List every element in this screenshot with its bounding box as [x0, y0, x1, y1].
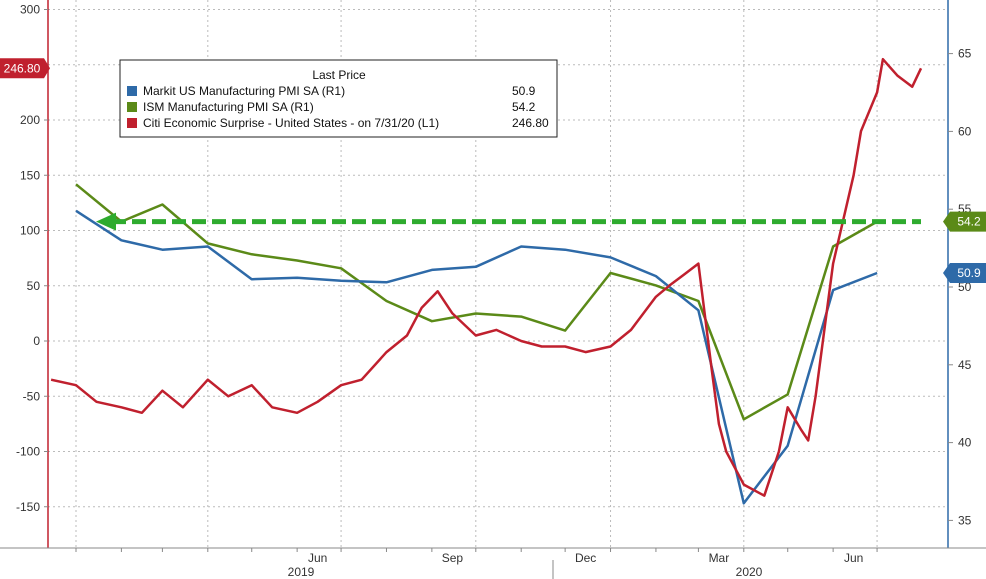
left-tick-label: -100	[16, 445, 40, 459]
badge-right-value: 50.9	[957, 266, 981, 280]
series-ism-pmi-line	[75, 183, 878, 421]
series-markit-pmi-line	[75, 209, 878, 505]
right-tick-label: 60	[958, 124, 972, 138]
left-tick-label: 50	[27, 279, 41, 293]
right-tick-label: 50	[958, 280, 972, 294]
annotation-layer	[96, 212, 921, 231]
legend-swatch	[127, 118, 137, 128]
badge-bg	[943, 211, 986, 232]
x-month-labels: Jun Sep Dec Mar Jun	[75, 548, 878, 565]
legend-value: 246.80	[512, 116, 549, 130]
right-tick-label: 35	[958, 513, 972, 527]
badge-right-value: 54.2	[957, 215, 981, 229]
x-month-label: Dec	[575, 551, 596, 565]
legend: Last Price Markit US Manufacturing PMI SA…	[119, 59, 558, 138]
series-layer	[50, 57, 923, 505]
legend-label: Citi Economic Surprise - United States -…	[143, 116, 439, 130]
series-citi-surprise-line	[50, 57, 923, 497]
left-tick-label: 300	[20, 3, 40, 17]
x-year-label: 2019	[288, 565, 315, 579]
badge-bg	[943, 262, 986, 283]
right-tick-label: 65	[958, 47, 972, 61]
x-month-label: Mar	[709, 551, 730, 565]
legend-swatch	[127, 102, 137, 112]
left-tick-label: 100	[20, 224, 40, 238]
legend-swatch	[127, 86, 137, 96]
legend-value: 54.2	[512, 100, 536, 114]
left-tick-label: -50	[23, 389, 41, 403]
badge-left-value: 246.80	[4, 61, 41, 75]
left-tick-label: 150	[20, 168, 40, 182]
x-month-label: Jun	[308, 551, 327, 565]
legend-value: 50.9	[512, 84, 536, 98]
legend-header: Last Price	[312, 68, 366, 82]
left-tick-label: -150	[16, 500, 40, 514]
legend-box	[119, 59, 558, 138]
legend-label: Markit US Manufacturing PMI SA (R1)	[143, 84, 345, 98]
x-month-label: Jun	[844, 551, 863, 565]
x-year-label: 2020	[736, 565, 763, 579]
x-month-label: Sep	[442, 551, 464, 565]
x-year-labels: 2019 2020	[288, 565, 763, 579]
left-axis-ticks: -150-100-50050100150200250300	[16, 3, 48, 514]
right-tick-label: 45	[958, 358, 972, 372]
value-badges: 246.80 54.2 50.9	[0, 58, 986, 283]
right-tick-label: 40	[958, 436, 972, 450]
arrow-head	[96, 212, 116, 231]
left-tick-label: 200	[20, 113, 40, 127]
badge-bg	[0, 58, 50, 79]
legend-label: ISM Manufacturing PMI SA (R1)	[143, 100, 314, 114]
left-tick-label: 0	[33, 334, 40, 348]
